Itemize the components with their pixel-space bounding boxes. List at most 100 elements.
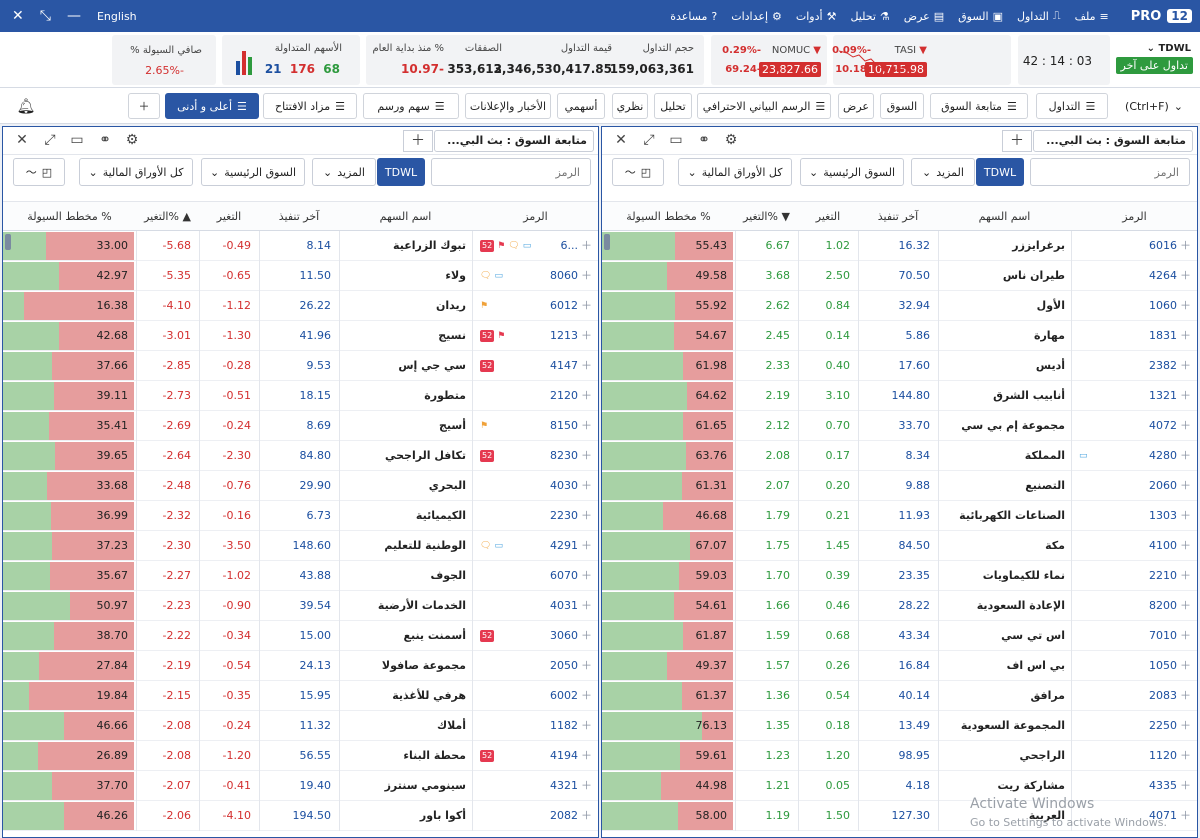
add-row-icon[interactable]: ＋	[581, 569, 592, 582]
toolbar-tab-11[interactable]: أعلى و أدنى ☰	[165, 93, 259, 119]
symbol-cell[interactable]: 4031	[550, 599, 578, 612]
symbol-cell[interactable]: 1060	[1149, 299, 1177, 312]
table-row[interactable]: 4100 ＋ مكة 84.50 1.45 1.75 67.07	[602, 531, 1197, 561]
toolbar-tab-5[interactable]: تحليل	[654, 93, 692, 119]
add-row-icon[interactable]: ＋	[1180, 689, 1191, 702]
symbol-cell[interactable]: 4194	[550, 749, 578, 762]
table-row[interactable]: 4321 ＋ سينومي سنترز 19.40 -0.41 -2.07 37.70	[3, 771, 598, 801]
toolbar-tab-6[interactable]: نظري	[612, 93, 648, 119]
add-row-icon[interactable]: ＋	[1180, 389, 1191, 402]
toolbar-tab-3[interactable]: عرض	[838, 93, 874, 119]
symbol-cell[interactable]: 6...	[560, 239, 579, 252]
table-row[interactable]: 4264 ＋ طيران ناس 70.50 2.50 3.68 49.58	[602, 261, 1197, 291]
table-row[interactable]: 2050 ＋ مجموعة صافولا 24.13 -0.54 -2.19 27.84	[3, 651, 598, 681]
table-row[interactable]: 2060 ＋ التصنيع 9.88 0.20 2.07 61.31	[602, 471, 1197, 501]
table-row[interactable]: 7010 ＋ اس تي سي 43.34 0.68 1.59 61.87	[602, 621, 1197, 651]
symbol-cell[interactable]: 1303	[1149, 509, 1177, 522]
column-header-symbol[interactable]: الرمز	[523, 210, 548, 223]
symbol-cell[interactable]: 2082	[550, 809, 578, 822]
line-chart-icon[interactable]: 〜	[25, 166, 37, 179]
symbol-cell[interactable]: 4291	[550, 539, 578, 552]
table-row[interactable]: 2250 ＋ المجموعة السعودية 13.49 0.18 1.35 76.13	[602, 711, 1197, 741]
add-row-icon[interactable]: ＋	[1180, 329, 1191, 342]
column-header-last[interactable]: آخر تنفيذ	[877, 210, 919, 223]
scrollbar-thumb[interactable]	[5, 234, 11, 250]
column-header-name[interactable]: اسم السهم	[978, 210, 1031, 223]
add-row-icon[interactable]: ＋	[1180, 359, 1191, 372]
window-icon[interactable]: ▭	[669, 132, 683, 148]
table-row[interactable]: 2120 ＋ متطورة 18.15 -0.51 -2.73 39.11	[3, 381, 598, 411]
close-icon[interactable]: ✕	[16, 132, 28, 148]
language-button[interactable]: English	[96, 9, 137, 23]
table-row[interactable]: 1213 ＋ 52 ⚑ نسيج 41.96 -1.30 -3.01 42.68	[3, 321, 598, 351]
column-header-liq[interactable]: مخطط السيولة %	[27, 210, 112, 223]
add-row-icon[interactable]: ＋	[581, 749, 592, 762]
scrollbar-thumb[interactable]	[604, 234, 610, 250]
menu-item-0[interactable]: ≡ ملف	[1074, 9, 1109, 23]
add-row-icon[interactable]: ＋	[1180, 239, 1191, 252]
symbol-cell[interactable]: 4280	[1149, 449, 1177, 462]
add-icon[interactable]: ＋	[403, 130, 433, 152]
symbol-cell[interactable]: 2050	[550, 659, 578, 672]
symbol-search-input[interactable]	[431, 158, 591, 186]
symbol-cell[interactable]: 2083	[1149, 689, 1177, 702]
table-row[interactable]: 1182 ＋ أملاك 11.32 -0.24 -2.08 46.66	[3, 711, 598, 741]
add-row-icon[interactable]: ＋	[1180, 449, 1191, 462]
symbol-cell[interactable]: 4264	[1149, 269, 1177, 282]
table-row[interactable]: 1050 ＋ بي اس اف 16.84 0.26 1.57 49.37	[602, 651, 1197, 681]
table-row[interactable]: 8150 ＋ ⚑ أسيج 8.69 -0.24 -2.69 35.41	[3, 411, 598, 441]
minimize-icon[interactable]: —	[66, 8, 81, 24]
link-icon[interactable]: ⚭	[698, 132, 710, 148]
menu-item-4[interactable]: ⚗ تحليل	[850, 9, 890, 23]
add-row-icon[interactable]: ＋	[581, 509, 592, 522]
add-row-icon[interactable]: ＋	[1180, 659, 1191, 672]
market-button[interactable]: TDWL	[377, 158, 425, 186]
table-row[interactable]: 4031 ＋ الخدمات الأرضية 39.54 -0.90 -2.23 50.97	[3, 591, 598, 621]
add-row-icon[interactable]: ＋	[581, 329, 592, 342]
area-chart-icon[interactable]: ◰	[640, 165, 652, 179]
toolbar-tab-0[interactable]: التداول ☰	[1036, 93, 1108, 119]
table-row[interactable]: 8200 ＋ الإعادة السعودية 28.22 0.46 1.66 54.61	[602, 591, 1197, 621]
symbol-search-input[interactable]	[1030, 158, 1190, 186]
table-row[interactable]: 1303 ＋ الصناعات الكهربائية 11.93 0.21 1.79 46.…	[602, 501, 1197, 531]
symbol-cell[interactable]: 4072	[1149, 419, 1177, 432]
main-market-dropdown[interactable]: ⌄ السوق الرئيسية	[201, 158, 305, 186]
add-row-icon[interactable]: ＋	[1180, 299, 1191, 312]
add-row-icon[interactable]: ＋	[1180, 509, 1191, 522]
add-row-icon[interactable]: ＋	[1180, 599, 1191, 612]
symbol-cell[interactable]: 1213	[550, 329, 578, 342]
table-row[interactable]: 6... ＋ 52 ⚑ 🗨︎ ▭ تبوك الزراعية 8.14 -0.49 -5.68 33…	[3, 231, 598, 261]
symbol-cell[interactable]: 4030	[550, 479, 578, 492]
add-row-icon[interactable]: ＋	[1180, 419, 1191, 432]
table-row[interactable]: 4072 ＋ مجموعة إم بي سي 33.70 0.70 2.12 61.65	[602, 411, 1197, 441]
symbol-cell[interactable]: 8150	[550, 419, 578, 432]
add-row-icon[interactable]: ＋	[1180, 779, 1191, 792]
symbol-cell[interactable]: 3060	[550, 629, 578, 642]
symbol-cell[interactable]: 4071	[1149, 809, 1177, 822]
add-row-icon[interactable]: ＋	[581, 419, 592, 432]
add-row-icon[interactable]: ＋	[581, 599, 592, 612]
menu-item-2[interactable]: ▣ السوق	[958, 9, 1003, 23]
table-row[interactable]: 1060 ＋ الأول 32.94 0.84 2.62 55.92	[602, 291, 1197, 321]
toolbar-tab-10[interactable]: مزاد الافتتاح ☰	[263, 93, 357, 119]
chart-type-buttons[interactable]: 〜 ◰	[612, 158, 664, 186]
table-row[interactable]: 4280 ＋ ▭ المملكة 8.34 0.17 2.08 63.76	[602, 441, 1197, 471]
gear-icon[interactable]: ⚙	[724, 132, 738, 148]
add-row-icon[interactable]: ＋	[581, 719, 592, 732]
table-row[interactable]: 4335 ＋ مشاركة ريت 4.18 0.05 1.21 44.98	[602, 771, 1197, 801]
table-row[interactable]: 6002 ＋ هرفي للأغذية 15.95 -0.35 -2.15 19.84	[3, 681, 598, 711]
menu-item-6[interactable]: ⚙ إعدادات	[731, 9, 782, 23]
column-header-pct[interactable]: التغير% ▲	[144, 210, 191, 223]
more-dropdown[interactable]: ⌄ المزيد	[911, 158, 975, 186]
add-row-icon[interactable]: ＋	[581, 659, 592, 672]
bell-icon[interactable]: 🔔︎	[12, 93, 40, 119]
market-button[interactable]: TDWL	[976, 158, 1024, 186]
close-icon[interactable]: ✕	[12, 8, 24, 24]
add-row-icon[interactable]: ＋	[1180, 809, 1191, 822]
main-market-dropdown[interactable]: ⌄ السوق الرئيسية	[800, 158, 904, 186]
add-row-icon[interactable]: ＋	[1180, 479, 1191, 492]
symbol-cell[interactable]: 1321	[1149, 389, 1177, 402]
symbol-cell[interactable]: 8060	[550, 269, 578, 282]
table-row[interactable]: 1120 ＋ الراجحي 98.95 1.20 1.23 59.61	[602, 741, 1197, 771]
symbol-cell[interactable]: 8200	[1149, 599, 1177, 612]
